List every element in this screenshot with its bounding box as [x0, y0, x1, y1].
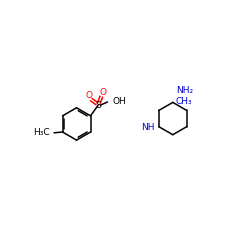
Text: S: S [95, 100, 101, 110]
Text: NH: NH [142, 123, 155, 132]
Text: H₃C: H₃C [34, 128, 50, 137]
Text: OH: OH [112, 98, 126, 106]
Text: NH₂: NH₂ [176, 86, 193, 96]
Text: CH₃: CH₃ [176, 97, 192, 106]
Text: O: O [99, 88, 106, 97]
Text: O: O [86, 91, 92, 100]
